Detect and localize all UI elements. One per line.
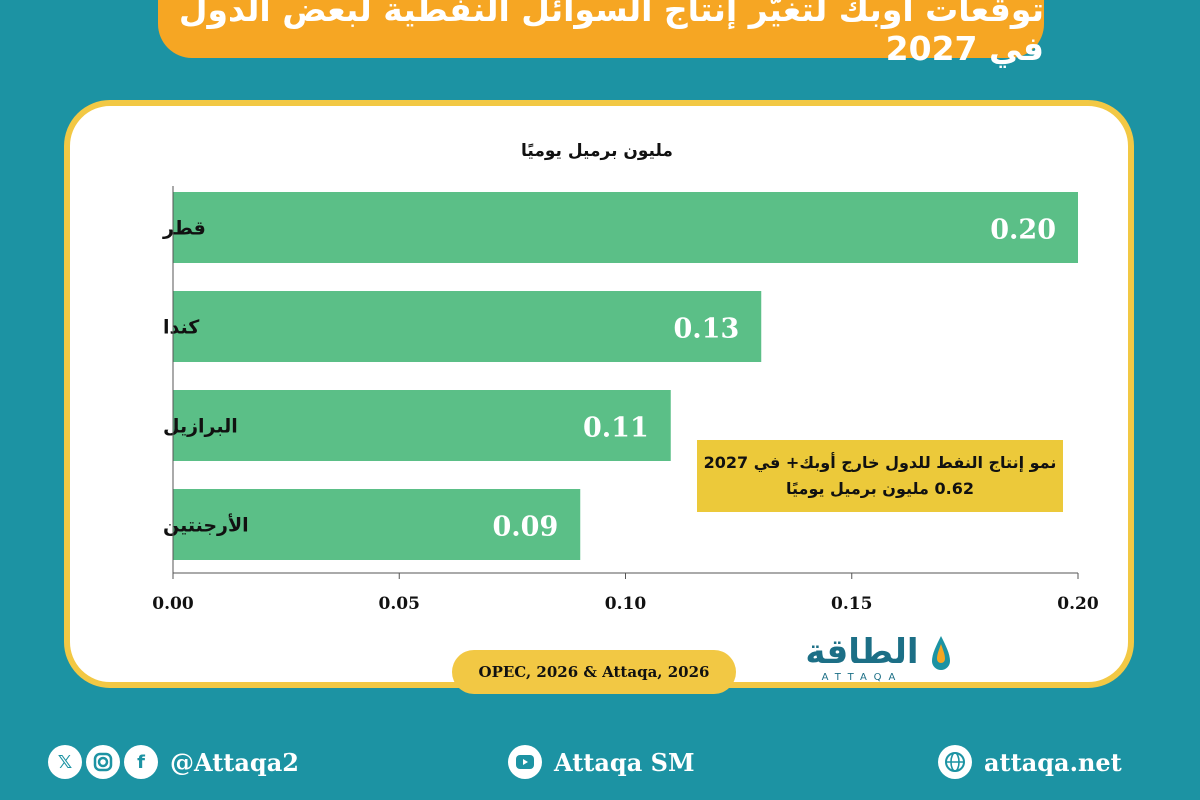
logo-arabic: الطاقة — [805, 632, 919, 672]
x-tick-label: 0.00 — [152, 594, 194, 614]
x-tick-label: 0.05 — [379, 594, 420, 614]
social-links: 𝕏 f @Attaqa2 — [48, 742, 299, 782]
bar — [173, 390, 671, 461]
facebook-icon[interactable]: f — [124, 745, 158, 779]
category-label: قطر — [162, 218, 206, 240]
website-url[interactable]: attaqa.net — [984, 747, 1122, 777]
annotation-box: نمو إنتاج النفط للدول خارج أوبك+ في 2027… — [697, 440, 1063, 512]
youtube-link: Attaqa SM — [508, 742, 695, 782]
annotation-line2: 0.62 مليون برميل يوميًا — [786, 479, 975, 498]
title-banner: توقعات أوبك لتغيّر إنتاج السوائل النفطية… — [158, 0, 1044, 68]
x-icon[interactable]: 𝕏 — [48, 745, 82, 779]
bar-value-label: 0.20 — [990, 215, 1056, 246]
category-label: الأرجنتين — [163, 514, 249, 537]
x-tick-label: 0.20 — [1057, 594, 1099, 614]
bar — [173, 489, 581, 560]
drop-icon — [932, 636, 950, 670]
page-title: توقعات أوبك لتغيّر إنتاج السوائل النفطية… — [178, 0, 1044, 68]
attaqa-logo: الطاقة ATTAQA — [796, 632, 956, 688]
instagram-icon[interactable] — [86, 745, 120, 779]
bar-value-label: 0.13 — [673, 314, 739, 345]
website-link: attaqa.net — [938, 742, 1122, 782]
annotation-line1: نمو إنتاج النفط للدول خارج أوبك+ في 2027 — [703, 453, 1057, 472]
x-tick-label: 0.15 — [831, 594, 872, 614]
source-text: OPEC, 2026 & Attaqa, 2026 — [478, 663, 710, 681]
source-label: OPEC, 2026 & Attaqa, 2026 — [452, 650, 736, 694]
bar-value-label: 0.09 — [492, 512, 558, 543]
social-handle[interactable]: @Attaqa2 — [170, 747, 299, 777]
youtube-icon[interactable] — [508, 745, 542, 779]
bar-value-label: 0.11 — [583, 413, 649, 444]
unit-label: مليون برميل يوميًا — [521, 141, 673, 161]
bar — [173, 291, 762, 362]
bar — [173, 192, 1078, 263]
category-label: كندا — [163, 317, 200, 339]
x-tick-label: 0.10 — [605, 594, 647, 614]
logo-latin: ATTAQA — [821, 672, 903, 683]
globe-icon[interactable] — [938, 745, 972, 779]
category-label: البرازيل — [163, 416, 238, 438]
youtube-handle[interactable]: Attaqa SM — [554, 747, 695, 777]
